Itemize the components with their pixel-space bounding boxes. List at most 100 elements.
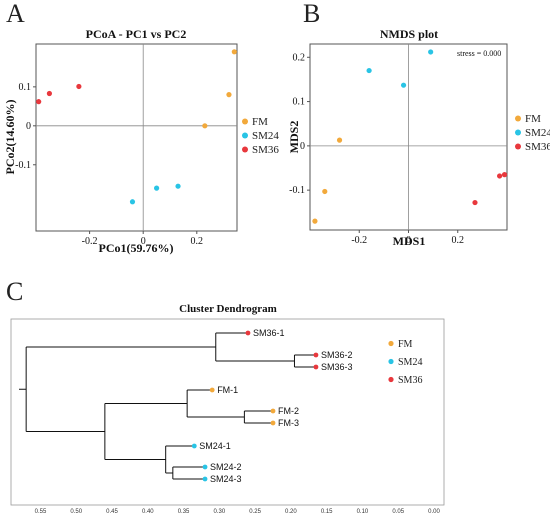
dendrogram: Cluster Dendrogram SM36-1 SM36-2 SM36-3 FM-… <box>10 303 445 515</box>
dendrogram-ticks: 0.55 0.50 0.45 0.40 0.35 0.30 0.25 0.20 0.15 0.10… <box>35 509 441 515</box>
data-point-sm24 <box>175 183 181 189</box>
x-tick-label: 0.30 <box>214 509 226 515</box>
x-tick-label: 0.10 <box>357 509 369 515</box>
panel-letter-a: A <box>6 0 25 28</box>
data-point-fm <box>226 92 232 98</box>
y-tick-label: -0.1 <box>15 160 31 171</box>
dendrogram-branches <box>19 332 316 480</box>
nmds-stress-annotation: stress = 0.000 <box>457 49 501 58</box>
leaf-label: FM-2 <box>278 406 299 416</box>
nmds-x-axis-label: MDS1 <box>393 234 426 248</box>
legend-label-fm: FM <box>398 339 413 350</box>
legend-label-sm24: SM24 <box>252 130 279 142</box>
pcoa-plot: PCoA - PC1 vs PC2 PCo1(59.76%) PCo2(14.6… <box>3 27 279 255</box>
pcoa-legend: FM SM24 SM36 <box>242 116 279 156</box>
leaf-label: SM36-1 <box>253 328 285 338</box>
legend-label-sm36: SM36 <box>525 141 550 153</box>
legend-marker-sm24 <box>515 129 521 136</box>
leaf-marker-fm <box>270 408 276 414</box>
x-tick-label: -0.2 <box>82 236 98 247</box>
nmds-y-axis-label: MDS2 <box>287 121 301 154</box>
leaf-label: SM24-3 <box>210 474 242 484</box>
x-tick-label: 0.20 <box>285 509 297 515</box>
data-point-sm36 <box>46 90 53 97</box>
x-tick-label: 0.05 <box>392 509 404 515</box>
pcoa-points <box>36 49 237 205</box>
x-tick-label: 0.2 <box>191 236 204 247</box>
x-tick-label: 0.40 <box>142 509 154 515</box>
data-point-sm24 <box>428 49 434 55</box>
x-tick-label: 0 <box>141 236 146 247</box>
data-point-sm36 <box>36 99 42 105</box>
legend-marker-sm24 <box>242 132 248 139</box>
data-point-fm <box>322 188 328 195</box>
panel-letter-b: B <box>303 0 320 28</box>
dendrogram-legend: FM SM24 SM36 <box>388 339 422 386</box>
legend-marker-sm36 <box>388 376 394 383</box>
pcoa-title: PCoA - PC1 vs PC2 <box>86 27 187 41</box>
data-point-fm <box>312 218 318 224</box>
x-tick-label: 0.25 <box>249 509 261 515</box>
legend-marker-fm <box>515 115 521 122</box>
y-tick-label: 0.1 <box>19 82 32 93</box>
nmds-ticks: -0.2 0 0.2 -0.1 0 0.1 0.2 <box>289 52 464 246</box>
legend-label-sm24: SM24 <box>398 357 422 368</box>
legend-marker-sm36 <box>242 146 248 153</box>
leaf-label: SM24-1 <box>199 441 231 451</box>
data-point-sm24 <box>366 67 372 74</box>
legend-marker-fm <box>388 340 394 347</box>
data-point-fm <box>336 137 343 143</box>
nmds-legend: FM SM24 SM36 <box>515 113 550 153</box>
nmds-plot: NMDS plot stress = 0.000 MDS1 MDS2 -0.2 0… <box>287 27 550 248</box>
leaf-marker-fm <box>270 420 276 426</box>
leaf-marker-sm24 <box>191 443 197 449</box>
nmds-title: NMDS plot <box>380 27 438 41</box>
nmds-points <box>312 49 508 224</box>
legend-label-fm: FM <box>252 116 268 128</box>
y-tick-label: 0.1 <box>293 97 306 108</box>
x-tick-label: 0.15 <box>321 509 333 515</box>
panel-letter-c: C <box>6 277 23 306</box>
x-tick-label: 0.45 <box>106 509 118 515</box>
data-point-sm36 <box>501 172 508 178</box>
pcoa-x-axis-label: PCo1(59.76%) <box>99 241 174 255</box>
leaf-label: FM-3 <box>278 418 299 428</box>
x-tick-label: 0.2 <box>452 235 465 246</box>
data-point-sm36 <box>497 173 503 179</box>
leaf-marker-sm24 <box>202 464 208 470</box>
x-tick-label: 0.55 <box>35 509 47 515</box>
leaf-marker-sm36 <box>313 364 319 370</box>
leaf-label: SM24-2 <box>210 462 242 472</box>
nmds-zero-lines <box>310 44 507 230</box>
pcoa-plot-frame <box>35 43 238 232</box>
pcoa-ticks: -0.2 0 0.2 -0.1 0 0.1 <box>15 82 203 247</box>
data-point-sm24 <box>129 199 136 205</box>
legend-label-fm: FM <box>525 113 541 125</box>
leaf-label: SM36-2 <box>321 350 353 360</box>
y-tick-label: -0.1 <box>289 185 305 196</box>
leaf-marker-fm <box>209 387 215 393</box>
leaf-marker-sm36 <box>245 330 251 336</box>
x-tick-label: 0 <box>406 235 411 246</box>
data-point-sm24 <box>400 82 407 88</box>
data-point-sm36 <box>472 199 478 206</box>
x-tick-label: 0.50 <box>70 509 82 515</box>
x-tick-label: 0.35 <box>178 509 190 515</box>
dendrogram-frame <box>10 318 445 506</box>
legend-marker-sm24 <box>388 358 394 365</box>
y-tick-label: 0.2 <box>293 52 306 63</box>
data-point-fm <box>231 49 237 55</box>
x-tick-label: -0.2 <box>351 235 367 246</box>
x-tick-label: 0.00 <box>428 509 440 515</box>
dendrogram-leaves: SM36-1 SM36-2 SM36-3 FM-1 FM-2 FM-3 SM24-1 SM24… <box>191 328 353 484</box>
leaf-label: SM36-3 <box>321 362 353 372</box>
y-tick-label: 0 <box>26 121 31 132</box>
legend-marker-fm <box>242 118 248 125</box>
data-point-sm36 <box>76 83 82 90</box>
y-tick-label: 0 <box>300 141 305 152</box>
pcoa-zero-lines <box>36 44 237 231</box>
pcoa-y-axis-label: PCo2(14.60%) <box>3 100 17 175</box>
legend-label-sm36: SM36 <box>398 375 422 386</box>
data-point-fm <box>202 123 208 129</box>
leaf-marker-sm36 <box>313 352 319 358</box>
